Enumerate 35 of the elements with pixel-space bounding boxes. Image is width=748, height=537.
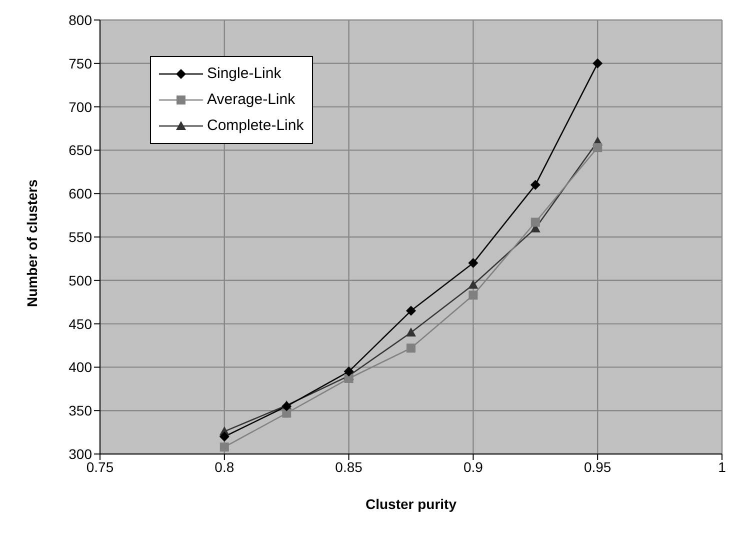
y-tick-label: 600 (68, 186, 92, 202)
point (406, 344, 416, 353)
x-tick-label: 0.85 (335, 458, 363, 475)
x-tick-label: 0.95 (584, 458, 612, 475)
x-tick-label: 0.8 (214, 458, 234, 475)
y-tick-label: 800 (68, 12, 92, 28)
point (219, 432, 230, 442)
y-tick-label: 450 (68, 316, 92, 332)
point (468, 290, 478, 300)
legend-label: Average-Link (207, 91, 296, 108)
x-tick-label: 0.9 (463, 458, 484, 475)
legend-label: Complete-Link (207, 117, 304, 134)
point (530, 218, 540, 227)
y-tick-label: 400 (68, 359, 92, 376)
point (406, 306, 416, 316)
x-axis-title: Cluster purity (365, 496, 457, 512)
point (592, 58, 603, 68)
y-axis-title: Number of clusters (24, 179, 40, 307)
point (344, 366, 354, 377)
y-tick-label: 700 (68, 98, 92, 115)
y-tick-label: 350 (68, 402, 92, 419)
y-tick-label: 650 (68, 142, 92, 158)
y-tick-label: 500 (68, 272, 92, 288)
y-tick-label: 550 (68, 228, 92, 245)
point (406, 327, 416, 336)
point (282, 408, 292, 418)
x-tick-label: 1 (718, 458, 726, 475)
point (468, 258, 478, 268)
point (530, 180, 540, 190)
point (468, 280, 478, 289)
point (344, 374, 354, 383)
y-tick-label: 750 (68, 55, 92, 72)
legend-label: Single-Link (207, 65, 282, 82)
point (220, 442, 229, 452)
point (593, 143, 602, 152)
